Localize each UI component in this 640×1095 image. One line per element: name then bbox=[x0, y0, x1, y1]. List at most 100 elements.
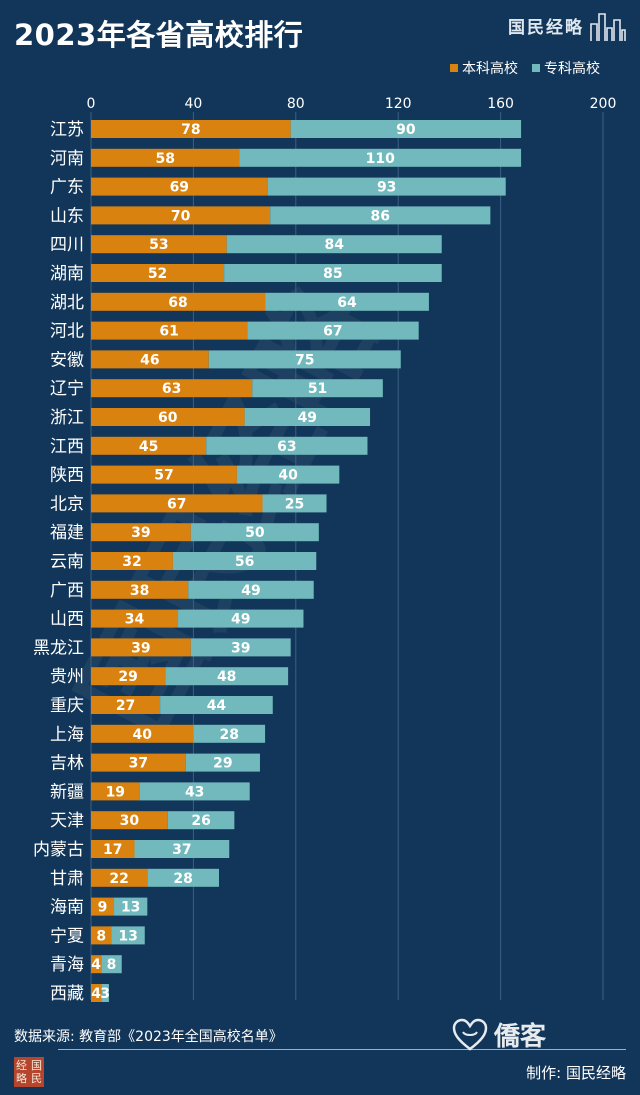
bar-vocational bbox=[114, 897, 148, 916]
bar-undergraduate bbox=[91, 148, 240, 167]
value-label-vocational: 75 bbox=[295, 352, 314, 368]
seal-char-4: 民 bbox=[31, 1072, 42, 1085]
value-label-undergraduate: 57 bbox=[154, 468, 173, 484]
value-label-undergraduate: 30 bbox=[120, 813, 140, 829]
value-label-vocational: 40 bbox=[278, 468, 298, 484]
value-label-undergraduate: 17 bbox=[103, 842, 122, 858]
value-label-undergraduate: 9 bbox=[98, 900, 108, 916]
bar-vocational bbox=[244, 408, 371, 426]
bar-undergraduate bbox=[91, 436, 207, 455]
value-label-vocational: 25 bbox=[285, 496, 304, 512]
category-label: 安徽 bbox=[50, 350, 84, 370]
value-label-undergraduate: 19 bbox=[106, 784, 125, 800]
bar-vocational bbox=[101, 955, 122, 974]
bar-vocational bbox=[188, 580, 314, 599]
value-label-undergraduate: 68 bbox=[168, 295, 187, 311]
category-label: 山西 bbox=[50, 610, 84, 630]
bar-undergraduate bbox=[91, 206, 271, 225]
bar-undergraduate bbox=[91, 292, 266, 311]
bar-undergraduate bbox=[91, 955, 102, 974]
value-label-undergraduate: 67 bbox=[167, 496, 186, 512]
seal-char-2: 国 bbox=[31, 1059, 42, 1072]
category-label: 吉林 bbox=[50, 754, 84, 774]
bar-vocational bbox=[190, 523, 319, 542]
category-label: 天津 bbox=[50, 811, 84, 831]
value-label-undergraduate: 60 bbox=[158, 410, 178, 426]
value-label-undergraduate: 32 bbox=[122, 554, 141, 570]
bar-undergraduate bbox=[91, 523, 191, 542]
value-label-vocational: 85 bbox=[323, 266, 342, 282]
legend-item-vocational: 专科高校 bbox=[532, 58, 600, 78]
x-tick-label-80: 80 bbox=[287, 96, 305, 112]
bar-undergraduate bbox=[91, 782, 140, 801]
bar-vocational bbox=[101, 984, 109, 1002]
bar-undergraduate bbox=[91, 552, 173, 570]
value-label-undergraduate: 8 bbox=[96, 928, 106, 944]
value-label-vocational: 43 bbox=[185, 784, 204, 800]
bar-undergraduate bbox=[91, 840, 135, 858]
category-label: 江西 bbox=[50, 437, 84, 457]
value-label-vocational: 26 bbox=[191, 813, 210, 829]
value-label-undergraduate: 29 bbox=[118, 669, 137, 685]
brand-name: 国民经略 bbox=[508, 18, 584, 38]
category-label: 北京 bbox=[50, 494, 84, 514]
value-label-undergraduate: 46 bbox=[140, 352, 159, 368]
bar-vocational bbox=[236, 465, 340, 484]
value-label-vocational: 86 bbox=[371, 208, 390, 224]
value-label-undergraduate: 53 bbox=[149, 237, 168, 253]
value-label-vocational: 29 bbox=[213, 756, 232, 772]
seal-char-3: 略 bbox=[16, 1072, 27, 1085]
category-label: 浙江 bbox=[50, 408, 84, 428]
category-label: 湖北 bbox=[50, 293, 84, 313]
category-label: 宁夏 bbox=[50, 926, 84, 946]
value-label-vocational: 110 bbox=[366, 151, 395, 167]
bar-vocational bbox=[262, 494, 327, 513]
value-label-vocational: 64 bbox=[337, 295, 357, 311]
category-label: 黑龙江 bbox=[33, 638, 84, 658]
category-label: 贵州 bbox=[50, 667, 84, 687]
legend-item-undergraduate: 本科高校 bbox=[450, 58, 518, 78]
value-label-vocational: 51 bbox=[308, 381, 327, 397]
category-label: 新疆 bbox=[50, 782, 84, 802]
brand-logo: 国民经略 bbox=[508, 10, 626, 42]
bar-vocational bbox=[290, 120, 522, 138]
bar-undergraduate bbox=[91, 408, 245, 426]
value-label-undergraduate: 39 bbox=[131, 525, 150, 541]
category-label: 上海 bbox=[50, 725, 84, 745]
bar-vocational bbox=[206, 436, 368, 455]
value-label-vocational: 56 bbox=[235, 554, 254, 570]
bar-undergraduate bbox=[91, 926, 112, 945]
value-label-vocational: 90 bbox=[396, 122, 416, 138]
bar-undergraduate bbox=[91, 120, 291, 138]
bar-vocational bbox=[172, 552, 317, 570]
category-label: 海南 bbox=[50, 898, 84, 918]
x-tick-label-40: 40 bbox=[184, 96, 202, 112]
value-label-vocational: 49 bbox=[298, 410, 317, 426]
value-label-vocational: 28 bbox=[173, 871, 192, 887]
category-label: 河南 bbox=[50, 149, 84, 169]
bar-vocational bbox=[247, 321, 419, 340]
value-label-vocational: 93 bbox=[377, 180, 396, 196]
bar-vocational bbox=[265, 292, 429, 311]
bar-undergraduate bbox=[91, 638, 191, 657]
value-label-vocational: 37 bbox=[172, 842, 191, 858]
value-label-undergraduate: 69 bbox=[170, 180, 189, 196]
chart-legend: 本科高校 专科高校 bbox=[450, 58, 600, 78]
value-label-undergraduate: 22 bbox=[109, 871, 128, 887]
brand-seal: 经 国 略 民 bbox=[14, 1057, 44, 1087]
value-label-vocational: 13 bbox=[118, 928, 137, 944]
bar-undergraduate bbox=[91, 897, 115, 916]
value-label-vocational: 67 bbox=[323, 324, 342, 340]
platform-logo: 僑客 bbox=[452, 1016, 546, 1053]
value-label-undergraduate: 70 bbox=[171, 208, 191, 224]
bar-undergraduate bbox=[91, 465, 237, 484]
bar-vocational bbox=[178, 609, 304, 628]
legend-swatch-undergraduate bbox=[450, 64, 458, 72]
category-label: 甘肃 bbox=[50, 869, 84, 889]
value-label-vocational: 28 bbox=[219, 727, 238, 743]
value-label-undergraduate: 38 bbox=[130, 583, 149, 599]
bar-undergraduate bbox=[91, 264, 225, 282]
value-label-undergraduate: 27 bbox=[116, 698, 135, 714]
value-label-vocational: 13 bbox=[121, 900, 140, 916]
value-label-vocational: 49 bbox=[241, 583, 260, 599]
